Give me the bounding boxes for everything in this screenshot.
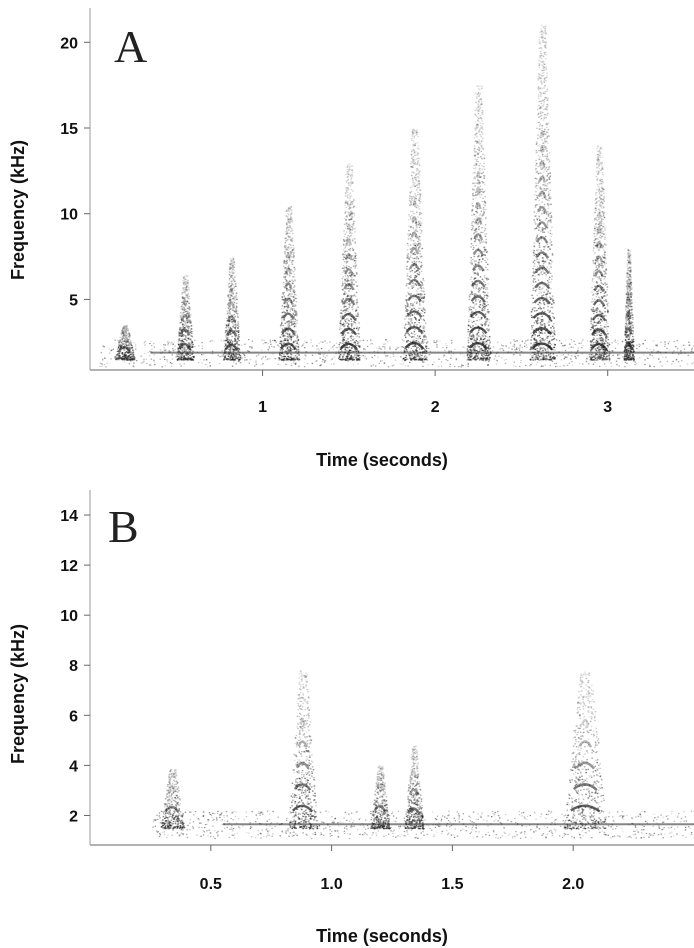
- spectrogram-note: [278, 205, 301, 361]
- y-tick-label: 2: [69, 808, 78, 825]
- panel-a-label: A: [114, 21, 147, 72]
- y-tick-label: 15: [60, 121, 78, 138]
- spectrogram-note: [370, 765, 391, 830]
- x-tick-label: 2: [431, 399, 440, 416]
- spectrogram-note: [402, 128, 428, 361]
- panel-b-label: B: [108, 501, 139, 552]
- y-tick-label: 14: [60, 508, 78, 525]
- y-tick-label: 12: [60, 558, 78, 575]
- panel-a-y-axis-label: Frequency (kHz): [8, 140, 28, 280]
- spectrogram-note: [288, 670, 319, 830]
- y-tick-label: 10: [60, 608, 78, 625]
- panel-a-y-ticks: 5 10 15 20: [60, 35, 90, 309]
- panel-a: 5 10 15 20 1 2 3 A Time (seconds) Frequency (…: [8, 8, 694, 470]
- panel-b-x-axis-label: Time (seconds): [316, 926, 448, 946]
- y-tick-label: 8: [69, 658, 78, 675]
- spectrogram-note: [114, 325, 136, 361]
- spectrogram-note: [176, 274, 195, 361]
- spectrogram-note: [529, 25, 556, 361]
- y-tick-label: 20: [60, 35, 78, 52]
- x-tick-label: 1.0: [320, 876, 342, 893]
- x-tick-label: 0.5: [200, 876, 222, 893]
- spectrogram-note: [338, 163, 361, 361]
- x-tick-label: 2.0: [562, 876, 584, 893]
- panel-a-spectrogram-marks: [99, 25, 694, 368]
- spectrogram-note: [466, 85, 492, 361]
- panel-b-spectrogram-marks: [152, 670, 694, 840]
- spectrogram-note: [564, 671, 608, 830]
- spectrogram-note: [223, 257, 242, 361]
- y-tick-label: 6: [69, 708, 78, 725]
- y-tick-label: 5: [69, 292, 78, 309]
- baseline-noise-band: [152, 810, 694, 840]
- panel-b-x-ticks: 0.5 1.0 1.5 2.0: [200, 845, 584, 893]
- panel-b-y-axis-label: Frequency (kHz): [8, 624, 28, 764]
- spectrogram-note: [588, 145, 611, 361]
- y-tick-label: 10: [60, 207, 78, 224]
- x-tick-label: 1.5: [441, 876, 463, 893]
- baseline-noise-band: [99, 338, 694, 368]
- spectrogram-note: [623, 248, 635, 361]
- x-tick-label: 3: [603, 399, 612, 416]
- y-tick-label: 4: [69, 758, 78, 775]
- panel-b: 2 4 6 8 10 12 14 0.5 1.0 1.5 2.0 B Time (seconds)…: [8, 490, 694, 946]
- panel-b-y-ticks: 2 4 6 8 10 12 14: [60, 508, 90, 825]
- panel-a-x-axis-label: Time (seconds): [316, 450, 448, 470]
- spectrogram-note: [160, 768, 186, 830]
- panel-a-x-ticks: 1 2 3: [258, 370, 612, 416]
- x-tick-label: 1: [258, 399, 267, 416]
- spectrogram-note: [404, 745, 425, 830]
